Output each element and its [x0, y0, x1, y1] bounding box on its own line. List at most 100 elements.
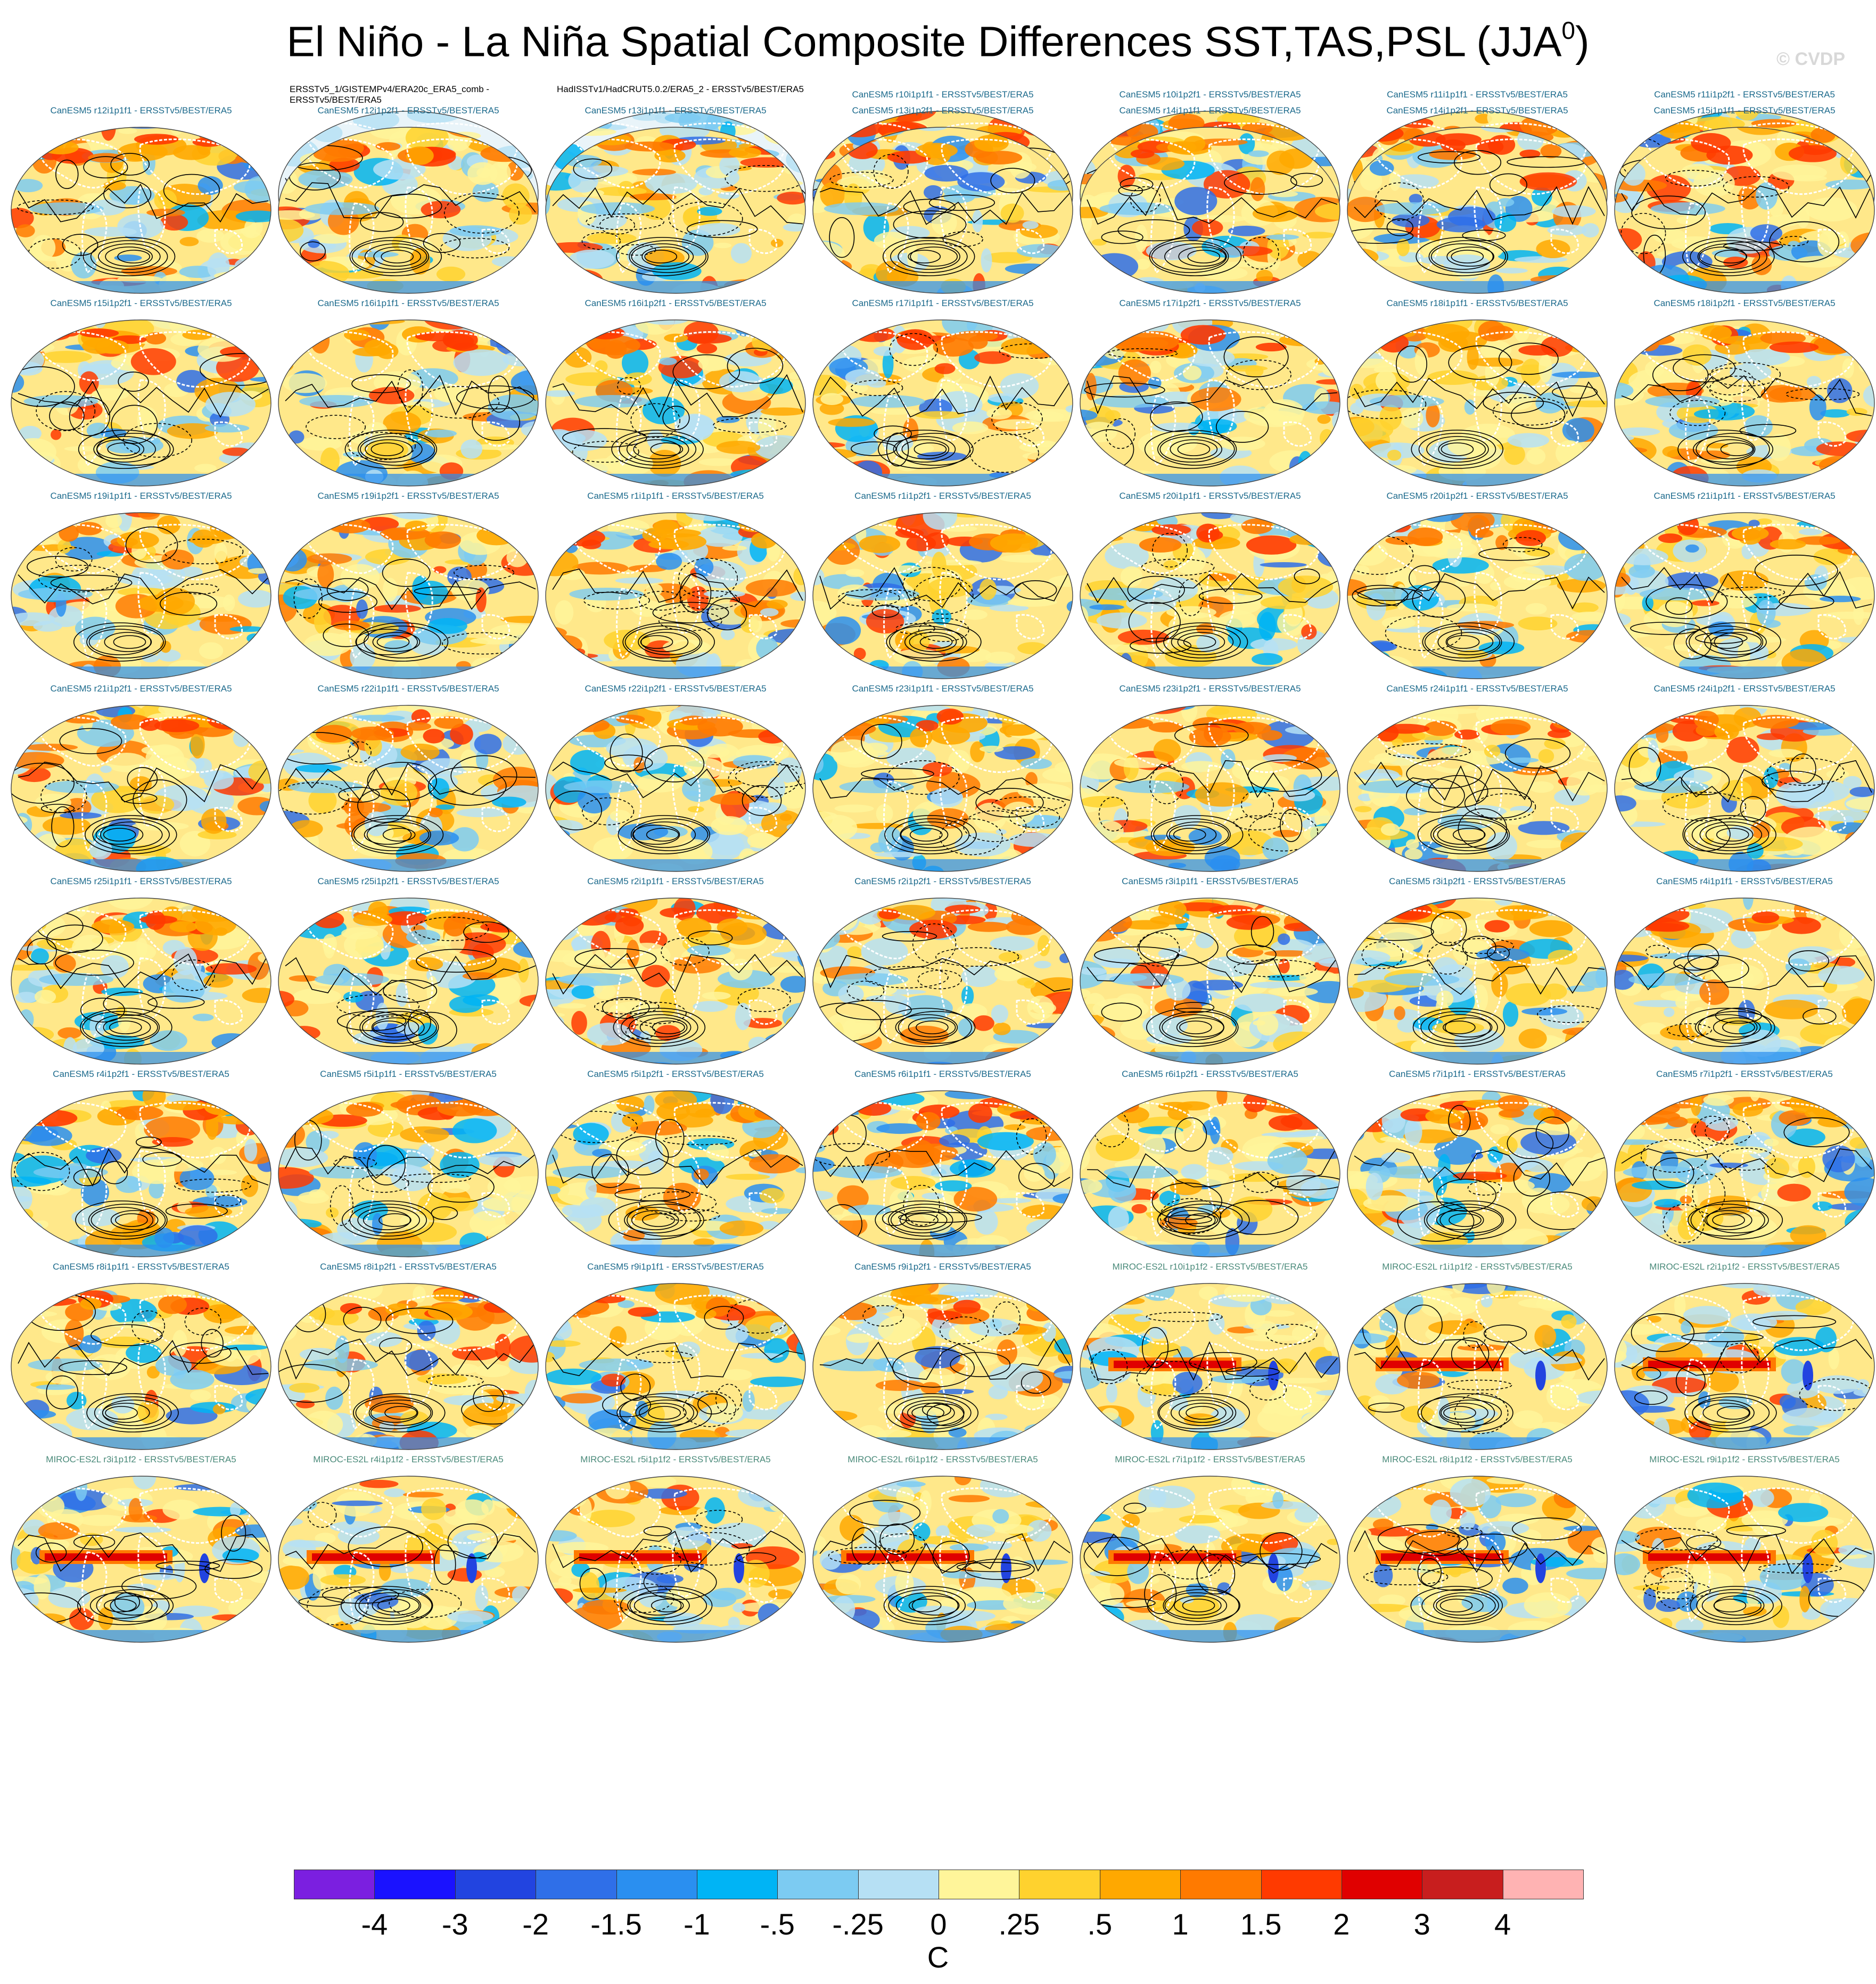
coastline [406, 524, 518, 581]
coastline [1016, 1192, 1045, 1218]
coastline [1016, 228, 1045, 254]
map-panel: CanESM5 r21i1p1f1 - ERSSTv5/BEST/ERA5 [1611, 490, 1876, 682]
panel-label: CanESM5 r16i1p2f1 - ERSSTv5/BEST/ERA5 [585, 298, 767, 308]
coastline [1641, 331, 1730, 382]
panel-label: CanESM5 r6i1p2f1 - ERSSTv5/BEST/ERA5 [1122, 1069, 1298, 1079]
coastline [1475, 717, 1587, 773]
coastline [748, 421, 778, 447]
map-panel: CanESM5 r19i1p2f1 - ERSSTv5/BEST/ERA5 [275, 490, 542, 682]
map-panel: CanESM5 r19i1p1f1 - ERSSTv5/BEST/ERA5 [7, 490, 275, 682]
coastline [1742, 1487, 1854, 1544]
map-field [11, 1283, 271, 1450]
coastline [941, 1102, 1052, 1159]
panel-label: ERSSTv5_1/GISTEMPv4/ERA20c_ERA5_comb - E… [290, 84, 490, 105]
robinson-map [545, 512, 806, 679]
robinson-map [278, 127, 539, 294]
map-field [1080, 1283, 1340, 1450]
map-field [1615, 320, 1874, 486]
map-field [813, 320, 1073, 486]
coastline [939, 764, 968, 827]
coastline [405, 1535, 433, 1598]
coastline [672, 1343, 701, 1405]
map-panel: CanESM5 r16i1p2f1 - ERSSTv5/BEST/ERA5 [542, 297, 809, 490]
robinson-map [545, 1090, 806, 1257]
panel-label: CanESM5 r9i1p1f1 - ERSSTv5/BEST/ERA5 [587, 1262, 764, 1272]
colorbar-box [858, 1870, 939, 1899]
panel-label: CanESM5 r4i1p2f1 - ERSSTv5/BEST/ERA5 [53, 1069, 229, 1079]
colorbar-box [374, 1870, 456, 1899]
colorbar-box [939, 1870, 1020, 1899]
map-field [1080, 705, 1340, 871]
colorbar-tick-label: -.5 [760, 1907, 795, 1941]
panel-label: CanESM5 r4i1p1f1 - ERSSTv5/BEST/ERA5 [1656, 876, 1833, 886]
panel-label: CanESM5 r25i1p2f1 - ERSSTv5/BEST/ERA5 [317, 876, 499, 886]
coastline [1107, 1102, 1196, 1152]
panel-label: CanESM5 r12i1p1f1 - ERSSTv5/BEST/ERA5 [50, 105, 232, 116]
map-field [1615, 127, 1874, 293]
robinson-map [812, 319, 1073, 487]
panel-label: CanESM5 r8i1p1f1 - ERSSTv5/BEST/ERA5 [53, 1262, 229, 1272]
colorbar-units: C [927, 1940, 949, 1974]
coastline [673, 1487, 785, 1544]
coastline [616, 395, 642, 467]
coastline [139, 1102, 251, 1159]
coastline [349, 202, 375, 274]
coastline [1474, 1150, 1502, 1212]
coastline [137, 572, 166, 634]
coastline [1418, 395, 1444, 467]
map-panel: CanESM5 r8i1p2f1 - ERSSTv5/BEST/ERA5 [275, 1261, 542, 1453]
panel-label: CanESM5 r3i1p1f1 - ERSSTv5/BEST/ERA5 [1122, 876, 1298, 886]
coastline [406, 1102, 518, 1159]
robinson-map [1347, 1090, 1608, 1257]
coastline [673, 909, 785, 966]
coastline [1418, 588, 1444, 660]
map-panel: CanESM5 r23i1p1f1 - ERSSTv5/BEST/ERA5 [809, 682, 1076, 875]
panel-label: CanESM5 r15i1p2f1 - ERSSTv5/BEST/ERA5 [50, 298, 232, 308]
map-panel: CanESM5 r1i1p2f1 - ERSSTv5/BEST/ERA5 [809, 490, 1076, 682]
figure-title: El Niño - La Niña Spatial Composite Diff… [0, 16, 1876, 66]
coastline [305, 138, 394, 189]
map-panel: CanESM5 r23i1p2f1 - ERSSTv5/BEST/ERA5 [1076, 682, 1344, 875]
coastline [840, 909, 928, 960]
map-panel: CanESM5 r3i1p1f1 - ERSSTv5/BEST/ERA5 [1076, 875, 1344, 1068]
colorbar-box [536, 1870, 617, 1899]
map-panel: CanESM5 r24i1p2f1 - ERSSTv5/BEST/ERA5 [1611, 682, 1876, 875]
colorbar-tick-label: -1 [683, 1907, 710, 1941]
map-field [11, 1091, 271, 1257]
panel-label: CanESM5 r9i1p2f1 - ERSSTv5/BEST/ERA5 [854, 1262, 1031, 1272]
coastline [572, 1295, 661, 1345]
robinson-map [1347, 127, 1608, 294]
panel-label: MIROC-ES2L r3i1p1f2 - ERSSTv5/BEST/ERA5 [46, 1454, 236, 1464]
coastline [1742, 331, 1854, 388]
panel-label: MIROC-ES2L r10i1p1f2 - ERSSTv5/BEST/ERA5 [1112, 1262, 1308, 1272]
robinson-map [278, 705, 539, 872]
map-field [278, 1476, 538, 1642]
robinson-map [545, 1283, 806, 1450]
colorbar-tick-label: -2 [522, 1907, 549, 1941]
panel-label: CanESM5 r5i1p1f1 - ERSSTv5/BEST/ERA5 [320, 1069, 497, 1079]
coastline [349, 395, 375, 467]
panel-label: CanESM5 r22i1p2f1 - ERSSTv5/BEST/ERA5 [585, 684, 767, 694]
map-panel: CanESM5 r21i1p2f1 - ERSSTv5/BEST/ERA5 [7, 682, 275, 875]
coastline [941, 138, 1052, 195]
map-panel: CanESM5 r7i1p2f1 - ERSSTv5/BEST/ERA5 [1611, 1068, 1876, 1261]
panel-label: CanESM5 r11i1p1f1 - ERSSTv5/BEST/ERA5 [1387, 89, 1568, 100]
robinson-map [1614, 1283, 1875, 1450]
coastline [481, 614, 511, 640]
panel-label: MIROC-ES2L r2i1p1f2 - ERSSTv5/BEST/ERA5 [1649, 1262, 1840, 1272]
robinson-map [1614, 512, 1875, 679]
map-panel: CanESM5 r12i1p2f1 - ERSSTv5/BEST/ERA5 [275, 104, 542, 297]
coastline [883, 780, 909, 852]
map-panel: CanESM5 r25i1p1f1 - ERSSTv5/BEST/ERA5 [7, 875, 275, 1068]
coastline [1150, 202, 1176, 274]
coastline [1817, 806, 1847, 833]
panel-label: CanESM5 r1i1p1f1 - ERSSTv5/BEST/ERA5 [587, 491, 764, 501]
coastline [1550, 1385, 1579, 1411]
robinson-map [1080, 1283, 1340, 1450]
panel-label: MIROC-ES2L r9i1p1f2 - ERSSTv5/BEST/ERA5 [1649, 1454, 1840, 1464]
panel-label: CanESM5 r7i1p1f1 - ERSSTv5/BEST/ERA5 [1389, 1069, 1566, 1079]
coastline [1641, 1487, 1730, 1538]
coastline [406, 1487, 518, 1544]
robinson-map [1080, 127, 1340, 294]
coastline [1283, 1385, 1312, 1411]
